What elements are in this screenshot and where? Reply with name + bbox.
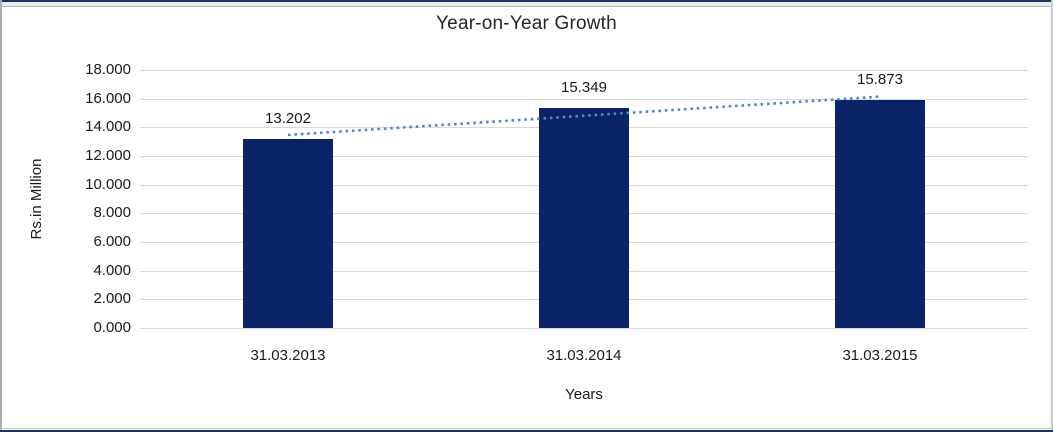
y-tick-label: 0.000 (93, 319, 131, 336)
y-tick-label: 6.000 (93, 233, 131, 250)
y-tick-label: 4.000 (93, 261, 131, 279)
y-tick-label: 12.000 (85, 147, 131, 164)
y-tick-label: 14.000 (85, 118, 131, 136)
frame-top-strip (0, 2, 1053, 6)
data-label: 15.873 (857, 71, 903, 89)
chart-title: Year-on-Year Growth (436, 13, 617, 34)
trendline-path (287, 95, 881, 137)
x-tick-label: 31.03.2015 (842, 347, 918, 364)
x-tick-label: 31.03.2013 (250, 347, 326, 364)
frame-bottom-inner-line (0, 428, 1053, 429)
data-label: 13.202 (265, 109, 311, 127)
y-tick-label: 8.000 (93, 204, 131, 222)
frame-top-accent-border (0, 0, 1053, 2)
bar (835, 100, 925, 328)
bar (243, 138, 333, 328)
y-tick-label: 18.000 (85, 61, 131, 78)
data-label: 15.349 (561, 78, 607, 96)
trendline (287, 95, 881, 137)
y-axis-title: Rs.in Million (28, 158, 45, 240)
plot-area: 13.202 15.349 15.873 (140, 70, 1028, 329)
y-tick-label: 16.000 (85, 89, 131, 107)
gridline (140, 70, 1028, 71)
x-axis-title: Years (565, 386, 603, 403)
y-tick-label: 2.000 (93, 290, 131, 308)
gridline (140, 98, 1028, 100)
y-tick-label: 10.000 (85, 175, 131, 193)
bar (539, 107, 629, 328)
x-tick-label: 31.03.2014 (546, 347, 622, 364)
gridline (140, 328, 1028, 329)
frame-top-inner-line (0, 6, 1053, 7)
